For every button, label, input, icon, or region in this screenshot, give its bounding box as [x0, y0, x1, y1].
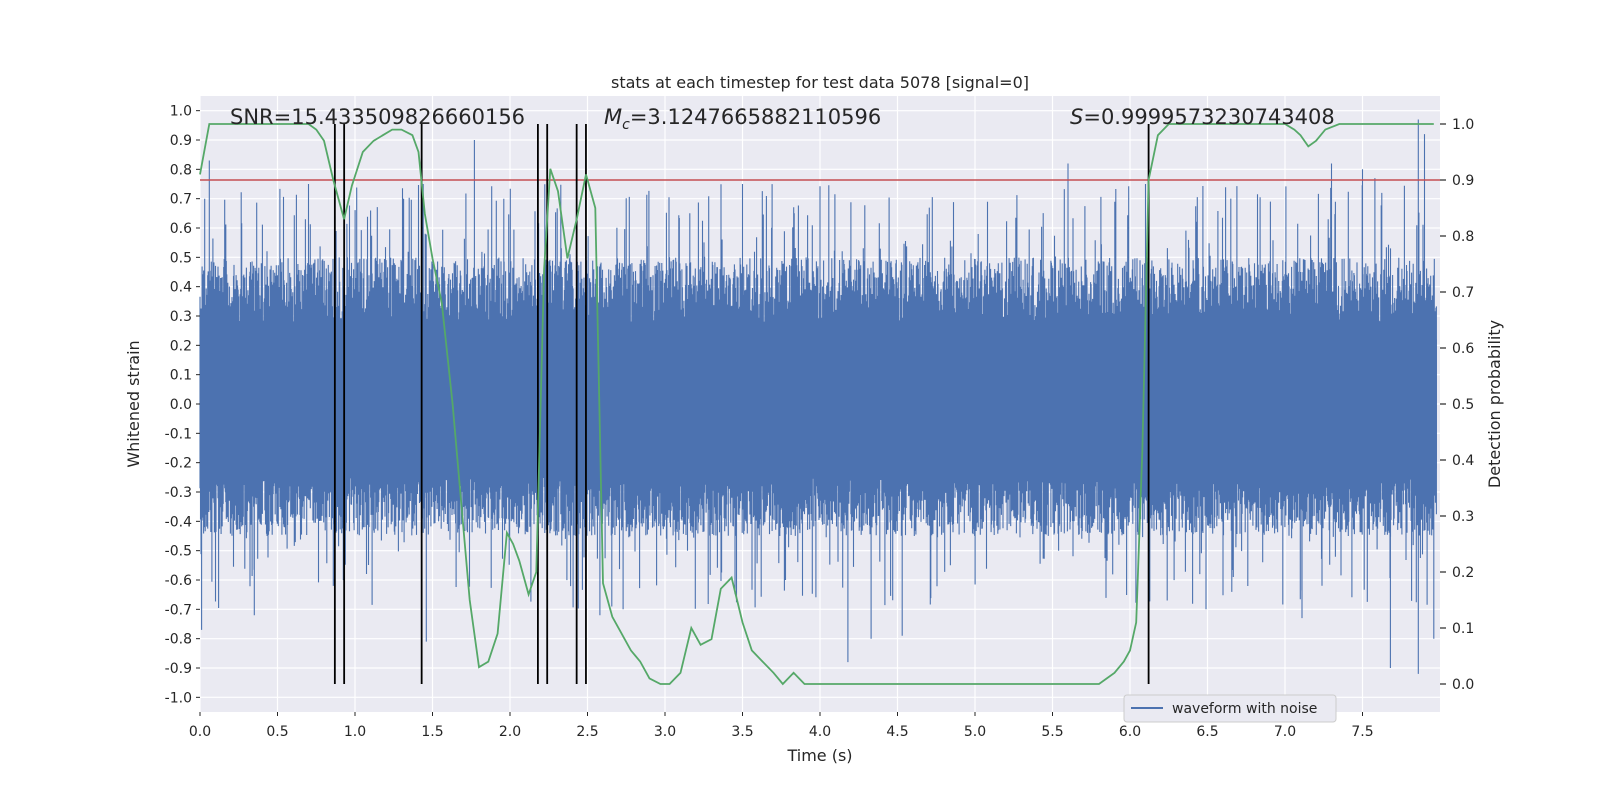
y-tick-label: -0.5 — [165, 544, 192, 560]
y-tick-label: -0.9 — [165, 661, 192, 677]
y-tick-label: -0.3 — [165, 485, 192, 501]
x-tick-label: 2.0 — [499, 724, 521, 740]
probability-line — [199, 123, 1434, 686]
score-symbol: S — [1070, 105, 1083, 129]
x-tick-label: 6.5 — [1196, 724, 1218, 740]
y-tick-label: 0.1 — [170, 368, 192, 384]
chirp-mass-subscript: c — [622, 117, 630, 133]
chirp-mass-value: =3.1247665882110596 — [630, 105, 881, 129]
y2-tick-label: 0.7 — [1452, 285, 1474, 301]
y-tick-label: 0.8 — [170, 162, 192, 178]
score-annotation: S=0.9999573230743408 — [1070, 105, 1335, 129]
y-tick-label: 0.5 — [170, 250, 192, 266]
waveform-series — [199, 119, 1437, 674]
y-tick-label: 0.3 — [170, 309, 192, 325]
legend-label-waveform: waveform with noise — [1172, 701, 1317, 717]
x-tick-label: 3.5 — [731, 724, 753, 740]
legend: waveform with noise — [1123, 694, 1337, 723]
x-tick-label: 6.0 — [1119, 724, 1141, 740]
y2-tick-label: 0.5 — [1452, 397, 1474, 413]
x-tick-label: 1.5 — [421, 724, 443, 740]
x-tick-label: 4.0 — [809, 724, 831, 740]
y-tick-label: -0.1 — [165, 426, 192, 442]
snr-annotation: SNR=15.433509826660156 — [230, 105, 525, 129]
x-tick-label: 3.0 — [654, 724, 676, 740]
y-tick-label: -0.4 — [165, 514, 192, 530]
y2-axis-label: Detection probability — [1485, 320, 1504, 488]
y-tick-label: 0.4 — [170, 280, 192, 296]
chirp-mass-symbol: M — [604, 105, 622, 129]
y-tick-label: -0.8 — [165, 632, 192, 648]
y-tick-label: -0.6 — [165, 573, 192, 589]
y-tick-label: 0.9 — [170, 133, 192, 149]
waveform-core — [200, 339, 1437, 469]
x-tick-label: 7.0 — [1274, 724, 1296, 740]
y2-tick-label: 0.4 — [1452, 453, 1474, 469]
y-tick-label: 0.2 — [170, 338, 192, 354]
y-tick-label: 0.0 — [170, 397, 192, 413]
y2-tick-label: 1.0 — [1452, 117, 1474, 133]
x-axis-label: Time (s) — [786, 746, 852, 765]
vertical-markers — [333, 124, 1150, 684]
y-tick-label: -1.0 — [165, 690, 192, 706]
x-tick-label: 2.5 — [576, 724, 598, 740]
legend-box — [1123, 694, 1337, 723]
y-tick-label: 0.7 — [170, 192, 192, 208]
y-tick-label: -0.7 — [165, 602, 192, 618]
y2-tick-label: 0.6 — [1452, 341, 1474, 357]
y-tick-label: 1.0 — [170, 104, 192, 120]
chirp-mass-annotation: Mc=3.1247665882110596 — [604, 105, 881, 133]
score-value: =0.9999573230743408 — [1083, 105, 1334, 129]
y-tick-label: 0.6 — [170, 221, 192, 237]
x-tick-label: 4.5 — [886, 724, 908, 740]
x-tick-label: 0.5 — [266, 724, 288, 740]
probability-series — [199, 123, 1434, 686]
y-tick-label: -0.2 — [165, 456, 192, 472]
x-tick-label: 5.5 — [1041, 724, 1063, 740]
y2-tick-label: 0.3 — [1452, 509, 1474, 525]
y2-tick-label: 0.0 — [1452, 677, 1474, 693]
y2-tick-label: 0.1 — [1452, 621, 1474, 637]
x-tick-label: 7.5 — [1351, 724, 1373, 740]
y2-tick-label: 0.2 — [1452, 565, 1474, 581]
x-tick-label: 5.0 — [964, 724, 986, 740]
y-axis-label: Whitened strain — [124, 340, 143, 467]
axes: 0.0 0.5 1.0 1.5 2.0 2.5 3.0 3.5 4.0 4.5 5.0 5.5 6.0 6… — [165, 104, 1475, 740]
x-tick-label: 0.0 — [189, 724, 211, 740]
y2-tick-label: 0.9 — [1452, 173, 1474, 189]
x-tick-label: 1.0 — [344, 724, 366, 740]
y2-tick-label: 0.8 — [1452, 229, 1474, 245]
chart-title: stats at each timestep for test data 507… — [611, 73, 1029, 92]
